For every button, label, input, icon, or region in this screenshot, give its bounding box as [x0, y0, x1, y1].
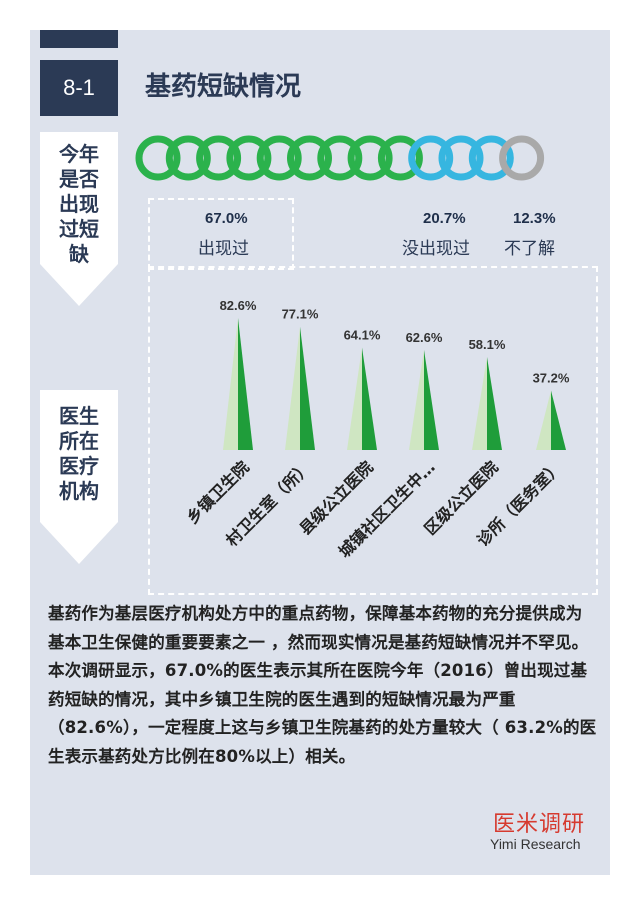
- bar-dark-face: [551, 390, 566, 450]
- chart-dashed-box: [148, 266, 598, 595]
- bar-dark-face: [424, 349, 439, 450]
- ring-appeared: [377, 135, 423, 181]
- description-paragraph: 基药作为基层医疗机构处方中的重点药物，保障基本药物的充分提供成为基本卫生保健的重…: [48, 604, 597, 766]
- institution-chart: 82.6%乡镇卫生院77.1%村卫生室（所）64.1%县级公立医院62.6%城镇…: [183, 298, 570, 562]
- side-label-line: 缺: [69, 242, 89, 266]
- bar-dark-face: [487, 357, 502, 450]
- side-label-line: 过短: [59, 217, 99, 241]
- side-label-line: 今年: [59, 142, 99, 166]
- bar-light-face: [409, 349, 424, 450]
- bar-dark-face: [362, 347, 377, 450]
- bar-dark-face: [300, 326, 315, 450]
- bar-value-label: 82.6%: [220, 298, 257, 313]
- bar-value-label: 37.2%: [533, 370, 570, 385]
- side-label-line: 所在: [59, 429, 99, 453]
- side-label-line: 是否: [59, 167, 99, 191]
- ring-unknown: [499, 135, 545, 181]
- bar-value-label: 64.1%: [344, 327, 381, 342]
- ring-not-appeared: [468, 135, 514, 181]
- bar-value-label: 77.1%: [282, 307, 319, 322]
- bar-dark-face: [238, 317, 253, 450]
- stat-appeared-label: 出现过: [198, 239, 249, 259]
- ring-appeared: [287, 135, 332, 181]
- brand-name-cn: 医米调研: [493, 812, 586, 837]
- ring-appeared: [347, 135, 393, 181]
- bar-light-face: [472, 357, 487, 450]
- side-label-line: 医疗: [59, 454, 99, 478]
- ring-appeared: [135, 135, 181, 181]
- section-title: 基药短缺情况: [145, 72, 302, 102]
- stat-not-appeared-pct: 20.7%: [423, 210, 466, 227]
- ring-appeared: [317, 135, 363, 181]
- brand-name-en: Yimi Research: [490, 836, 581, 852]
- section-number: 8-1: [40, 60, 118, 116]
- ring-appeared: [226, 135, 272, 181]
- ring-not-appeared: [408, 135, 454, 181]
- ring-appeared: [256, 135, 302, 181]
- shortage-ring-row: [135, 135, 545, 181]
- bar-light-face: [536, 390, 551, 450]
- ring-appeared: [165, 135, 211, 181]
- side-label-line: 机构: [59, 479, 99, 503]
- side-label-line: 出现: [59, 192, 99, 216]
- stat-unknown-pct: 12.3%: [513, 210, 556, 227]
- stat-not-appeared-label: 没出现过: [402, 239, 470, 259]
- top-strip: [40, 30, 118, 48]
- stat-appeared-pct: 67.0%: [205, 210, 248, 227]
- side-label-institution: 医生 所在 医疗 机构: [40, 390, 118, 522]
- side-label-shortage: 今年 是否 出现 过短 缺: [40, 132, 118, 266]
- ring-appeared: [196, 135, 242, 181]
- side-label-line: 医生: [59, 404, 99, 428]
- side-label-arrow: [40, 264, 118, 306]
- summary-dashed-box: [148, 198, 294, 270]
- bar-value-label: 62.6%: [406, 330, 443, 345]
- ring-not-appeared: [438, 135, 484, 181]
- bar-value-label: 58.1%: [469, 337, 506, 352]
- side-label-arrow: [40, 522, 118, 564]
- bar-light-face: [223, 317, 238, 450]
- stat-unknown-label: 不了解: [504, 239, 555, 259]
- bar-light-face: [285, 326, 300, 450]
- bar-light-face: [347, 347, 362, 450]
